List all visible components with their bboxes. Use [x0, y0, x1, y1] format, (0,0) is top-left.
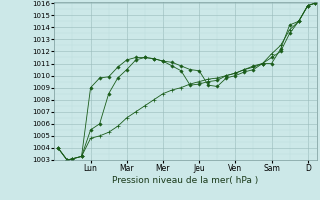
X-axis label: Pression niveau de la mer( hPa ): Pression niveau de la mer( hPa ) [112, 176, 259, 185]
